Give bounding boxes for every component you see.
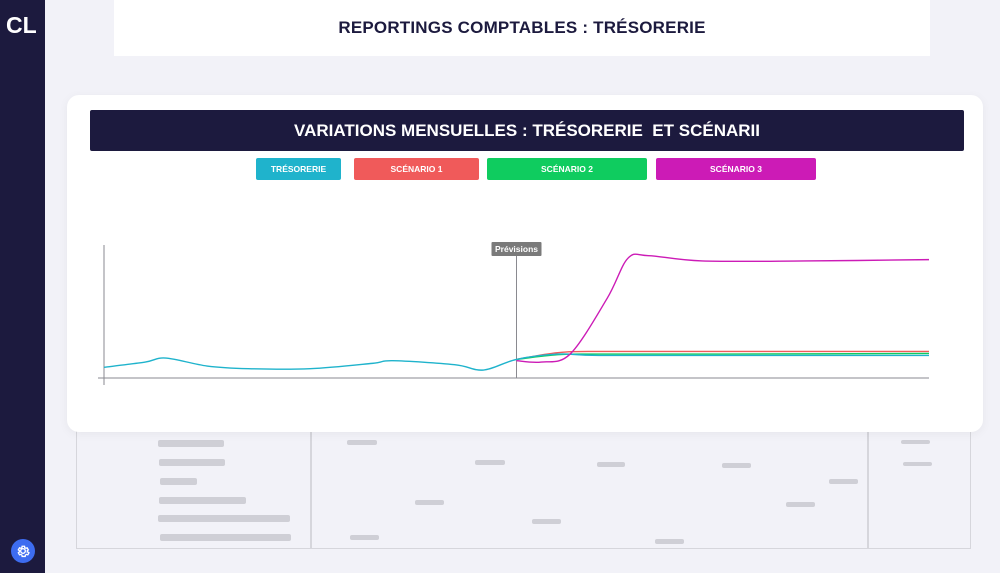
forecast-tag	[491, 242, 542, 256]
gear-icon	[17, 545, 30, 558]
placeholder-bar	[655, 539, 684, 544]
placeholder-bar	[901, 440, 930, 444]
page-title: REPORTINGS COMPTABLES : TRÉSORERIE	[338, 18, 706, 37]
placeholder-bar	[158, 515, 290, 522]
chart-title: VARIATIONS MENSUELLES : TRÉSORERIE ET SC…	[90, 110, 964, 151]
forecast-label: Prévisions	[495, 244, 538, 254]
placeholder-bar	[347, 440, 377, 445]
legend-scenario-3-button[interactable]: SCÉNARIO 3	[656, 158, 816, 180]
legend-tresorerie-button[interactable]: TRÉSORERIE	[256, 158, 341, 180]
app-logo[interactable]: CL	[6, 12, 37, 38]
placeholder-bar	[903, 462, 932, 466]
placeholder-bar	[532, 519, 561, 524]
sidebar: CL	[0, 0, 45, 573]
settings-button[interactable]	[11, 539, 35, 563]
placeholder-bar	[415, 500, 444, 505]
placeholder-bar	[159, 497, 246, 504]
placeholder-bar	[829, 479, 858, 484]
placeholder-bar	[159, 459, 225, 466]
series-line-scénario-3	[516, 253, 930, 364]
placeholder-bar	[160, 478, 197, 485]
placeholder-bar	[786, 502, 815, 507]
placeholder-bar	[722, 463, 751, 468]
chart-card: VARIATIONS MENSUELLES : TRÉSORERIE ET SC…	[67, 95, 983, 432]
placeholder-bar	[475, 460, 505, 465]
table-divider	[867, 420, 869, 548]
series-line-trésorerie	[103, 353, 929, 371]
series-line-scénario-2	[516, 352, 930, 361]
legend-scenario-1-button[interactable]: SCÉNARIO 1	[354, 158, 479, 180]
series-line-scénario-1	[516, 350, 929, 361]
placeholder-bar	[350, 535, 379, 540]
table-divider	[310, 420, 312, 548]
placeholder-bar	[597, 462, 625, 467]
placeholder-bar	[158, 440, 224, 447]
header-card: REPORTINGS COMPTABLES : TRÉSORERIE	[114, 0, 930, 56]
placeholder-bar	[160, 534, 291, 541]
line-chart: Prévisions	[98, 242, 930, 385]
legend-scenario-2-button[interactable]: SCÉNARIO 2	[487, 158, 647, 180]
background-table	[76, 420, 971, 549]
